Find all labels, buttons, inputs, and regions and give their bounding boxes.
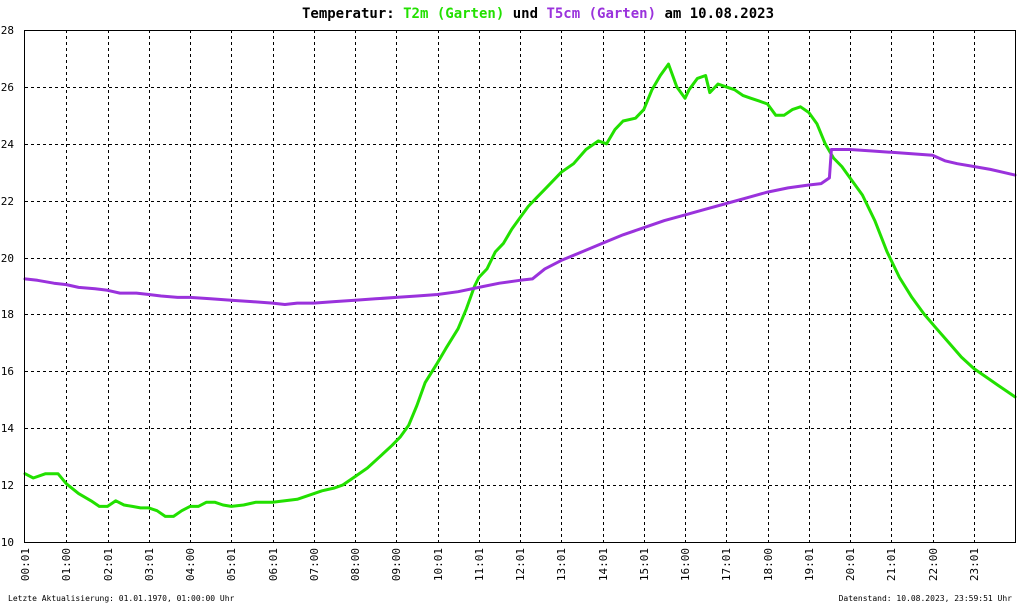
title-connector: und: [504, 6, 546, 22]
chart-title: Temperatur: T2m (Garten) und T5cm (Garte…: [302, 6, 774, 22]
x-tick-label: 07:00: [308, 548, 321, 581]
grid-lines: [25, 30, 1015, 542]
x-tick-label: 15:01: [638, 548, 651, 581]
x-tick-label: 22:00: [927, 548, 940, 581]
x-tick-label: 08:00: [349, 548, 362, 581]
series-line-t2m: [23, 62, 1017, 518]
x-tick-label: 17:01: [720, 548, 733, 581]
y-tick-label: 22: [1, 195, 14, 208]
y-axis-ticks: 10 12 14 16 18 20 22 24 26 28: [1, 24, 15, 549]
series-lines: [23, 62, 1017, 518]
footer-data-status: Datenstand: 10.08.2023, 23:59:51 Uhr: [839, 594, 1013, 603]
y-tick-label: 18: [1, 308, 14, 321]
x-tick-label: 18:00: [762, 548, 775, 581]
x-tick-label: 02:01: [102, 548, 115, 581]
plot-frame: [24, 30, 1016, 543]
x-tick-label: 10:01: [432, 548, 445, 581]
y-tick-label: 24: [1, 138, 15, 151]
series-line-t5cm: [23, 148, 1017, 306]
y-tick-label: 12: [1, 479, 14, 492]
footer-last-update: Letzte Aktualisierung: 01.01.1970, 01:00…: [8, 594, 235, 603]
x-tick-label: 20:01: [844, 548, 857, 581]
x-tick-label: 12:01: [514, 548, 527, 581]
x-tick-label: 09:00: [390, 548, 403, 581]
x-tick-label: 21:01: [885, 548, 898, 581]
title-series2: T5cm (Garten): [546, 6, 656, 22]
title-suffix: am 10.08.2023: [656, 6, 774, 22]
y-tick-label: 16: [1, 365, 14, 378]
x-tick-label: 23:01: [968, 548, 981, 581]
y-tick-label: 14: [1, 422, 15, 435]
x-tick-label: 05:01: [225, 548, 238, 581]
x-tick-label: 00:01: [19, 548, 32, 581]
x-tick-label: 06:01: [267, 548, 280, 581]
x-axis-ticks: 00:01 01:00 02:01 03:01 04:00 05:01 06:01 07:00…: [19, 548, 981, 581]
x-tick-label: 03:01: [143, 548, 156, 581]
y-tick-label: 10: [1, 536, 14, 549]
x-tick-label: 01:00: [60, 548, 73, 581]
x-tick-label: 04:00: [184, 548, 197, 581]
title-prefix: Temperatur:: [302, 6, 403, 22]
x-tick-label: 19:01: [803, 548, 816, 581]
x-tick-label: 13:01: [555, 548, 568, 581]
y-tick-label: 20: [1, 252, 14, 265]
x-tick-label: 11:01: [473, 548, 486, 581]
x-tick-label: 14:01: [597, 548, 610, 581]
y-tick-label: 26: [1, 81, 14, 94]
title-series1: T2m (Garten): [403, 6, 504, 22]
x-tick-label: 16:00: [679, 548, 692, 581]
y-tick-label: 28: [1, 24, 14, 37]
